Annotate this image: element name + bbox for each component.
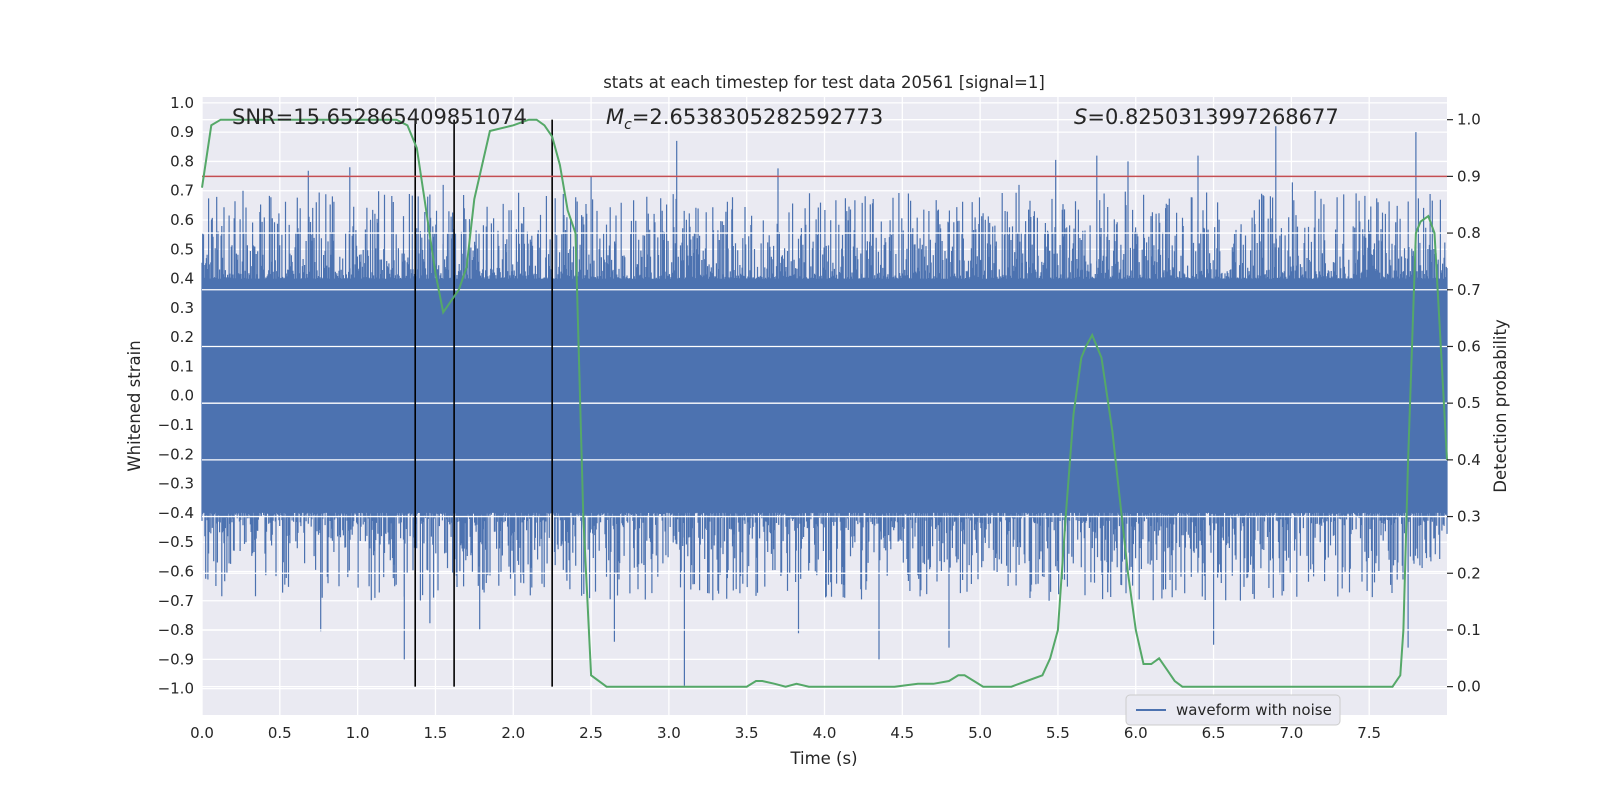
y-left-tick-label: −0.1	[158, 416, 194, 434]
x-tick-label: 2.0	[501, 724, 525, 742]
y-right-tick-label: 0.9	[1457, 167, 1481, 185]
y-left-tick-label: −0.6	[158, 562, 194, 580]
x-tick-label: 7.0	[1279, 724, 1303, 742]
x-tick-label: 4.5	[890, 724, 914, 742]
y-left-tick-label: 0.3	[170, 299, 194, 317]
x-tick-label: 5.0	[968, 724, 992, 742]
y-right-tick-labels: 1.0 0.9 0.8 0.7 0.6 0.5 0.4 0.3 0.2 0.1 0.0	[1447, 111, 1481, 696]
x-tick-label: 1.0	[346, 724, 370, 742]
x-tick-label: 3.5	[735, 724, 759, 742]
x-tick-label: 0.0	[190, 724, 214, 742]
snr-annotation: SNR=15.652865409851074	[232, 105, 527, 129]
y-left-tick-label: −0.7	[158, 592, 194, 610]
x-tick-label: 7.5	[1357, 724, 1381, 742]
y-left-tick-label: −0.5	[158, 533, 194, 551]
waveform-trace	[201, 126, 1448, 686]
legend-box	[1125, 694, 1341, 726]
y-left-tick-label: −0.3	[158, 475, 194, 493]
y-right-tick-label: 0.1	[1457, 621, 1481, 639]
chirp-mass-value: =2.6538305282592773	[632, 105, 883, 129]
y-right-tick-label: 1.0	[1457, 111, 1481, 129]
x-tick-label: 5.5	[1046, 724, 1070, 742]
y-left-tick-label: −0.9	[158, 650, 194, 668]
detection-probability-line	[201, 118, 1448, 688]
y-left-tick-label: −0.8	[158, 621, 194, 639]
y-left-tick-label: 0.5	[170, 240, 194, 258]
y-right-tick-label: 0.0	[1457, 678, 1481, 696]
y-right-axis-label: Detection probability	[1491, 319, 1510, 493]
y-left-tick-label: −1.0	[158, 680, 194, 698]
y-left-tick-labels: 1.0 0.9 0.8 0.7 0.6 0.5 0.4 0.3 0.2 0.1 0.0 −0.1 −0.…	[158, 94, 194, 698]
y-left-tick-label: 1.0	[170, 94, 194, 112]
y-left-tick-label: −0.2	[158, 445, 194, 463]
x-tick-label: 0.5	[268, 724, 292, 742]
y-right-tick-label: 0.7	[1457, 281, 1481, 299]
x-tick-label: 1.5	[424, 724, 448, 742]
score-value: =0.8250313997268677	[1087, 105, 1338, 129]
chirp-mass-subscript: c	[624, 117, 632, 133]
legend: waveform with noise	[1125, 694, 1341, 726]
chart-title: stats at each timestep for test data 205…	[603, 73, 1045, 92]
y-left-tick-label: 0.0	[170, 387, 194, 405]
vertical-markers	[414, 119, 553, 687]
y-left-tick-label: 0.4	[170, 270, 194, 288]
x-tick-label: 3.0	[657, 724, 681, 742]
legend-entry-label: waveform with noise	[1176, 701, 1332, 719]
probability-series	[201, 118, 1448, 688]
y-left-tick-label: 0.2	[170, 328, 194, 346]
score-annotation: S=0.8250313997268677	[1074, 105, 1339, 129]
y-left-tick-label: 0.8	[170, 152, 194, 170]
y-right-tick-label: 0.2	[1457, 564, 1481, 582]
y-left-tick-label: 0.9	[170, 123, 194, 141]
y-left-tick-label: 0.6	[170, 211, 194, 229]
x-tick-label: 6.5	[1202, 724, 1226, 742]
x-axis-label: Time (s)	[789, 749, 857, 768]
chirp-mass-annotation: Mc=2.6538305282592773	[606, 105, 883, 133]
y-right-tick-label: 0.4	[1457, 451, 1481, 469]
y-left-tick-label: −0.4	[158, 504, 194, 522]
waveform-series	[201, 126, 1448, 686]
y-right-tick-label: 0.8	[1457, 224, 1481, 242]
y-right-tick-label: 0.5	[1457, 394, 1481, 412]
y-left-tick-label: 0.1	[170, 357, 194, 375]
y-left-tick-label: 0.7	[170, 182, 194, 200]
x-tick-label: 6.0	[1124, 724, 1148, 742]
chirp-mass-symbol: M	[606, 105, 624, 129]
x-tick-label: 2.5	[579, 724, 603, 742]
y-right-tick-label: 0.6	[1457, 337, 1481, 355]
score-symbol: S	[1074, 105, 1087, 129]
y-left-axis-label: Whitened strain	[125, 340, 144, 471]
x-tick-labels: 0.0 0.5 1.0 1.5 2.0 2.5 3.0 3.5 4.0 4.5 5.0 5.5 6.0 6…	[190, 724, 1381, 742]
x-tick-label: 4.0	[813, 724, 837, 742]
y-right-tick-label: 0.3	[1457, 508, 1481, 526]
